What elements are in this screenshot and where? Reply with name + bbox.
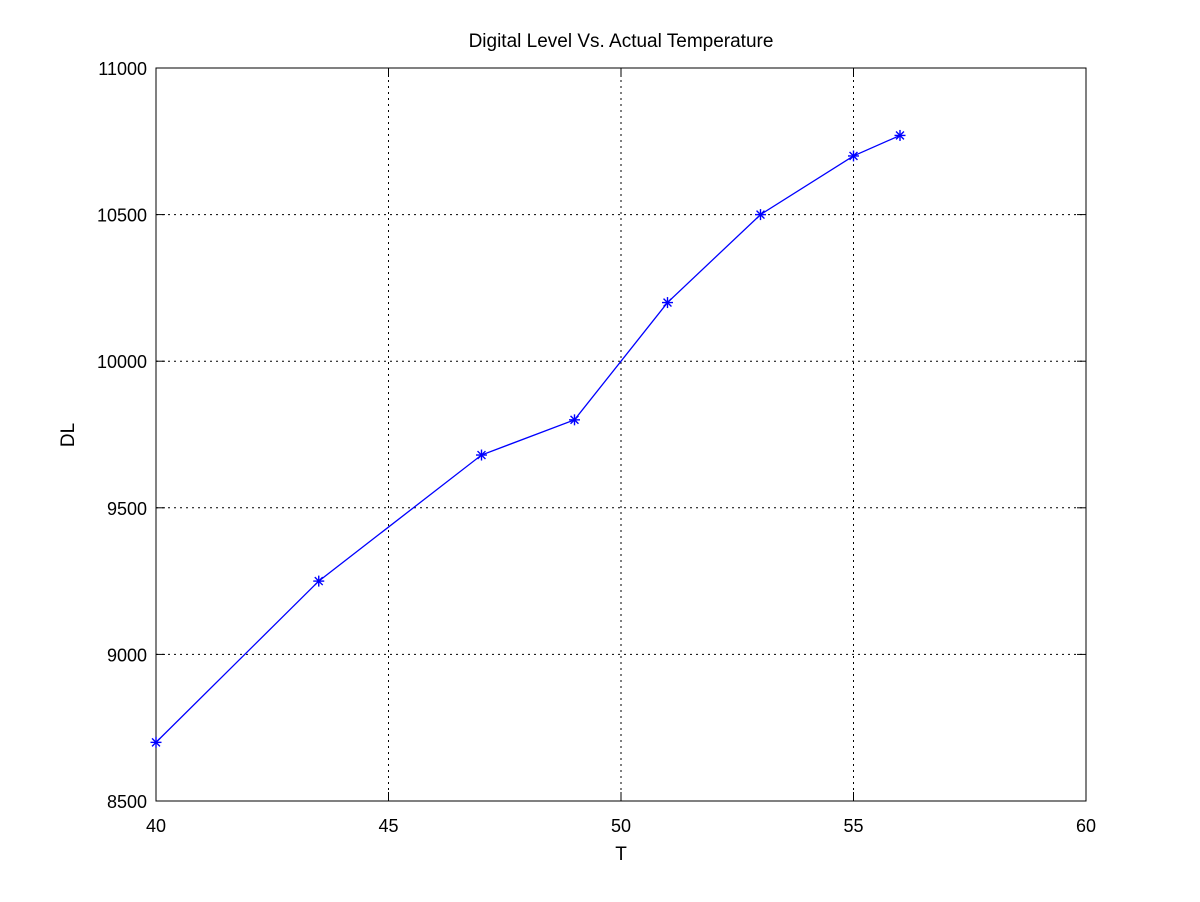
data-point-marker	[569, 414, 580, 426]
x-axis-label: T	[615, 844, 627, 865]
series-layer	[150, 129, 906, 748]
axis-ticks	[155, 67, 1087, 802]
x-tick-label: 55	[843, 816, 863, 836]
data-point-marker	[755, 209, 766, 221]
grid-lines	[156, 68, 1086, 801]
y-axis-tick-labels: 8500 9000 9500 10000 10500 11000	[97, 59, 147, 812]
marker-stroke	[570, 415, 579, 425]
y-axis-label: DL	[58, 423, 79, 447]
y-tick-label: 10500	[97, 206, 147, 226]
marker-stroke	[477, 450, 486, 460]
data-point-marker	[476, 449, 487, 461]
data-point-marker	[894, 129, 906, 141]
data-point-marker	[662, 297, 673, 309]
x-axis-tick-labels: 40 45 50 55 60	[146, 816, 1096, 836]
y-tick-label: 8500	[107, 792, 147, 812]
marker-stroke	[756, 210, 765, 220]
marker-stroke	[895, 130, 905, 140]
y-tick-label: 9000	[107, 645, 147, 665]
x-tick-label: 60	[1076, 816, 1096, 836]
x-tick-label: 45	[378, 816, 398, 836]
marker-stroke	[314, 576, 324, 586]
series-line	[155, 134, 901, 743]
data-point-marker	[848, 150, 859, 162]
x-tick-label: 50	[611, 816, 631, 836]
y-tick-label: 11000	[98, 59, 147, 79]
x-tick-label: 40	[146, 816, 166, 836]
marker-stroke	[151, 737, 161, 747]
marker-stroke	[849, 151, 858, 161]
marker-stroke	[663, 298, 672, 308]
chart-title: Digital Level Vs. Actual Temperature	[469, 31, 774, 52]
y-tick-label: 10000	[97, 352, 147, 372]
data-point-marker	[313, 575, 325, 587]
data-point-marker	[150, 736, 162, 748]
y-tick-label: 9500	[107, 499, 147, 519]
